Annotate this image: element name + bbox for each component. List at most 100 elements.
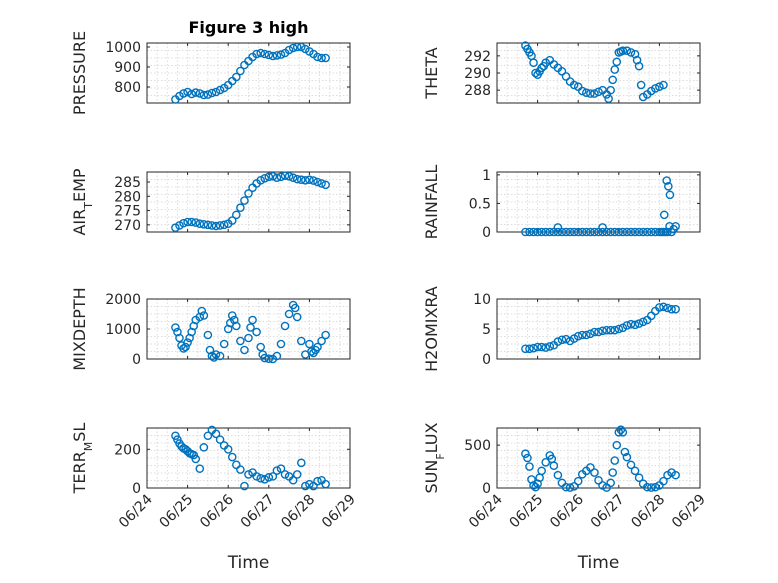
data-point xyxy=(521,449,530,459)
data-point xyxy=(569,80,579,90)
data-point xyxy=(232,72,241,82)
data-point xyxy=(630,320,640,330)
data-point xyxy=(276,339,286,349)
data-point xyxy=(622,321,632,330)
data-point xyxy=(525,227,534,237)
y-tick-label: 280 xyxy=(114,189,141,205)
data-point xyxy=(671,221,680,231)
data-point xyxy=(252,327,261,337)
y-axis-label: MIXDEPTH xyxy=(70,287,89,370)
data-point xyxy=(586,227,595,237)
data-point xyxy=(646,483,656,492)
data-point xyxy=(292,174,302,184)
data-point xyxy=(317,336,326,346)
data-point xyxy=(240,196,249,205)
data-point xyxy=(586,329,595,339)
data-point xyxy=(577,330,587,340)
data-point xyxy=(203,220,213,230)
data-point xyxy=(612,440,622,450)
data-point xyxy=(260,474,270,484)
data-point xyxy=(638,317,648,327)
data-point xyxy=(211,87,221,97)
data-point xyxy=(203,431,213,441)
data-point xyxy=(179,89,188,98)
data-point xyxy=(301,175,310,185)
data-point xyxy=(622,46,632,56)
data-point xyxy=(309,176,318,185)
data-point xyxy=(252,472,261,481)
y-tick-label: 0 xyxy=(132,352,141,368)
data-point xyxy=(223,444,233,454)
y-tick-label: 200 xyxy=(114,442,141,458)
data-series xyxy=(171,425,330,491)
data-point xyxy=(232,210,241,220)
data-point xyxy=(199,90,209,100)
data-point xyxy=(301,481,310,491)
data-point xyxy=(577,86,587,96)
data-point xyxy=(573,227,583,237)
data-point xyxy=(582,88,591,98)
data-point xyxy=(659,476,668,486)
data-point xyxy=(671,304,680,314)
data-point xyxy=(264,473,274,482)
data-point xyxy=(313,476,322,486)
data-point xyxy=(207,221,217,230)
y-tick-label: 1 xyxy=(482,168,491,184)
y-axis-label: RAINFALL xyxy=(422,165,441,240)
data-point xyxy=(557,66,567,76)
data-point xyxy=(525,344,534,354)
data-point xyxy=(197,306,207,316)
x-tick-label: 06/25 xyxy=(507,492,547,532)
axes-frame xyxy=(146,171,351,233)
x-tick-label: 06/24 xyxy=(466,491,506,531)
data-point xyxy=(665,190,675,200)
data-point xyxy=(219,220,229,230)
data-point xyxy=(268,472,278,481)
y-tick-label: 5 xyxy=(482,322,491,338)
data-point xyxy=(646,311,656,321)
data-point xyxy=(537,63,546,73)
data-point xyxy=(236,465,245,474)
data-point xyxy=(651,84,660,93)
data-point xyxy=(236,336,245,346)
data-point xyxy=(207,88,217,98)
data-point xyxy=(659,80,668,90)
chart-title: Figure 3 high xyxy=(189,18,309,37)
data-point xyxy=(240,481,249,491)
data-point xyxy=(642,227,652,237)
data-point xyxy=(537,466,546,476)
data-point xyxy=(590,468,599,477)
data-point xyxy=(586,463,595,472)
data-point xyxy=(618,46,628,56)
data-point xyxy=(215,85,225,95)
data-point xyxy=(264,354,274,364)
x-tick-label: 06/24 xyxy=(116,491,156,531)
data-point xyxy=(537,342,546,352)
data-point xyxy=(181,342,190,352)
y-tick-label: 0 xyxy=(482,225,491,241)
data-point xyxy=(292,470,302,479)
data-point xyxy=(586,89,595,98)
data-point xyxy=(618,427,628,437)
data-point xyxy=(215,221,225,230)
data-point xyxy=(521,227,530,237)
data-point xyxy=(211,429,221,439)
data-point xyxy=(594,475,603,485)
subplot-h2omixra: 0 5 10 H2OMIXRA xyxy=(422,286,701,372)
data-point xyxy=(256,48,265,58)
data-point xyxy=(608,75,618,85)
data-point xyxy=(305,339,314,349)
x-tick-label: 06/29 xyxy=(319,492,359,532)
data-point xyxy=(610,227,620,237)
data-point xyxy=(321,53,330,63)
x-tick-label: 06/28 xyxy=(278,492,318,532)
data-point xyxy=(565,483,575,492)
data-point xyxy=(622,452,632,462)
data-point xyxy=(626,227,636,237)
data-point xyxy=(227,452,237,462)
axes-frame xyxy=(146,42,351,104)
y-axis-label: PRESSURE xyxy=(70,31,89,115)
data-point xyxy=(582,227,591,237)
data-point xyxy=(622,227,632,237)
